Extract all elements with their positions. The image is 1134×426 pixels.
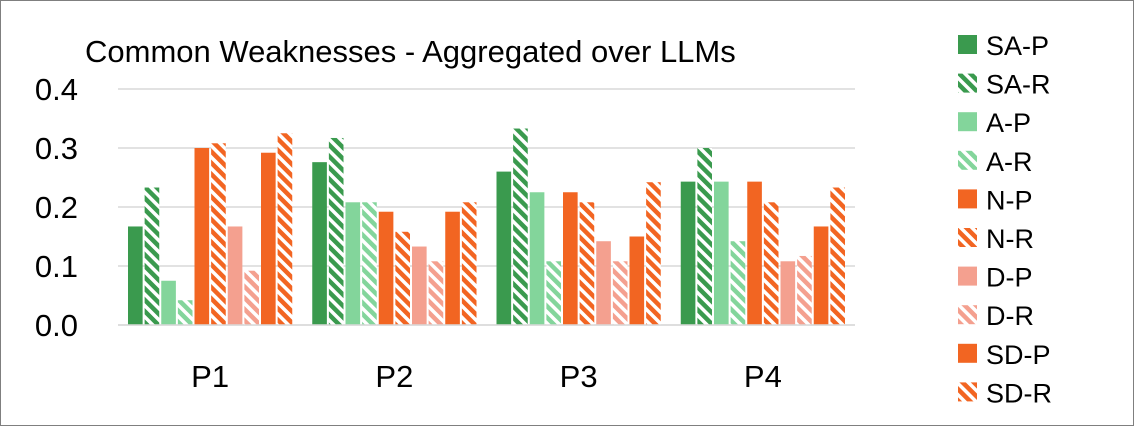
legend-swatch xyxy=(958,305,977,325)
bar-a-p-p3 xyxy=(529,192,545,325)
y-tick-label: 0.2 xyxy=(35,190,78,225)
legend-label: SA-R xyxy=(986,70,1051,100)
legend-label: D-R xyxy=(986,301,1034,331)
bar-n-r-p4 xyxy=(763,202,779,325)
legend-item-sa-r: SA-R xyxy=(958,70,1051,100)
bar-n-p-p2 xyxy=(378,211,394,325)
bar-group-p3 xyxy=(496,128,661,325)
legend-swatch xyxy=(958,150,977,170)
bar-a-r-p1 xyxy=(177,300,193,325)
x-tick-label: P3 xyxy=(560,359,598,394)
bar-n-p-p3 xyxy=(563,192,578,325)
legend: SA-P SA-R A-P A-R N-P N-R D-P D-R SD-P SD-R xyxy=(958,31,1052,408)
bar-d-r-p4 xyxy=(797,255,812,325)
legend-swatch xyxy=(958,382,977,402)
legend-label: SA-P xyxy=(986,31,1049,61)
legend-label: SD-P xyxy=(986,340,1051,370)
bar-a-r-p2 xyxy=(362,202,377,325)
bar-n-p-p1 xyxy=(194,148,210,325)
y-axis: 0.0 0.1 0.2 0.3 0.4 xyxy=(35,72,78,343)
x-tick-label: P2 xyxy=(375,359,413,394)
bar-d-r-p1 xyxy=(244,270,259,325)
bar-sd-p-p3 xyxy=(629,236,645,325)
bar-d-p-p4 xyxy=(780,261,796,325)
legend-item-a-p: A-P xyxy=(958,108,1031,138)
chart-title: Common Weaknesses - Aggregated over LLMs xyxy=(85,34,736,69)
bar-d-r-p3 xyxy=(612,261,628,325)
bar-n-r-p1 xyxy=(211,143,226,325)
legend-label: A-P xyxy=(986,108,1031,138)
bar-sd-r-p2 xyxy=(461,202,477,325)
legend-label: SD-R xyxy=(986,378,1052,408)
legend-label: D-P xyxy=(986,263,1033,293)
legend-swatch xyxy=(958,228,977,247)
bar-n-r-p2 xyxy=(395,231,410,325)
bar-sd-r-p4 xyxy=(830,187,845,325)
legend-item-sd-p: SD-P xyxy=(958,340,1051,370)
y-tick-label: 0.4 xyxy=(35,72,78,107)
bar-sa-p-p3 xyxy=(496,171,512,325)
bar-sd-p-p2 xyxy=(445,211,460,325)
legend-item-d-r: D-R xyxy=(958,301,1034,331)
legend-swatch xyxy=(958,35,977,54)
bar-sa-r-p2 xyxy=(328,137,344,325)
bar-sd-p-p4 xyxy=(813,226,829,325)
legend-item-sa-p: SA-P xyxy=(958,31,1049,61)
bar-a-p-p1 xyxy=(161,280,176,325)
legend-swatch xyxy=(958,112,977,132)
bars xyxy=(128,128,845,325)
x-axis: P1 P2 P3 P4 xyxy=(118,324,855,394)
bar-sd-p-p1 xyxy=(261,152,276,325)
legend-swatch xyxy=(958,343,977,363)
bar-d-r-p2 xyxy=(428,261,444,325)
bar-n-r-p3 xyxy=(579,202,595,325)
bar-a-r-p3 xyxy=(546,261,561,325)
legend-item-n-r: N-R xyxy=(958,224,1034,254)
y-tick-label: 0.0 xyxy=(35,308,78,343)
legend-label: N-P xyxy=(986,185,1033,215)
y-tick-label: 0.3 xyxy=(35,131,78,166)
bar-sa-p-p4 xyxy=(680,181,696,325)
bar-group-p2 xyxy=(312,137,477,325)
legend-item-d-p: D-P xyxy=(958,263,1033,293)
bar-group-p4 xyxy=(680,148,845,325)
legend-item-sd-r: SD-R xyxy=(958,378,1052,408)
legend-label: A-R xyxy=(986,147,1033,177)
legend-swatch xyxy=(958,73,977,93)
legend-swatch xyxy=(958,266,977,286)
bar-d-p-p3 xyxy=(596,241,611,325)
bar-sa-p-p2 xyxy=(312,162,327,325)
bar-d-p-p2 xyxy=(412,246,427,325)
bar-a-p-p2 xyxy=(345,202,361,325)
bar-group-p1 xyxy=(128,133,293,325)
bar-sd-r-p3 xyxy=(646,182,661,325)
bar-sd-r-p1 xyxy=(277,133,293,325)
bar-a-p-p4 xyxy=(714,181,729,325)
bar-n-p-p4 xyxy=(747,181,762,325)
bar-sa-r-p3 xyxy=(513,128,528,325)
bar-d-p-p1 xyxy=(227,226,243,325)
legend-swatch xyxy=(958,189,977,209)
bar-sa-r-p1 xyxy=(144,187,160,325)
y-tick-label: 0.1 xyxy=(35,249,78,284)
legend-item-a-r: A-R xyxy=(958,147,1033,177)
x-tick-label: P1 xyxy=(191,359,229,394)
legend-label: N-R xyxy=(986,224,1034,254)
bar-sa-r-p4 xyxy=(697,148,712,325)
bar-sa-p-p1 xyxy=(128,226,143,325)
x-tick-label: P4 xyxy=(744,359,782,394)
legend-item-n-p: N-P xyxy=(958,185,1033,215)
bar-a-r-p4 xyxy=(730,241,746,325)
